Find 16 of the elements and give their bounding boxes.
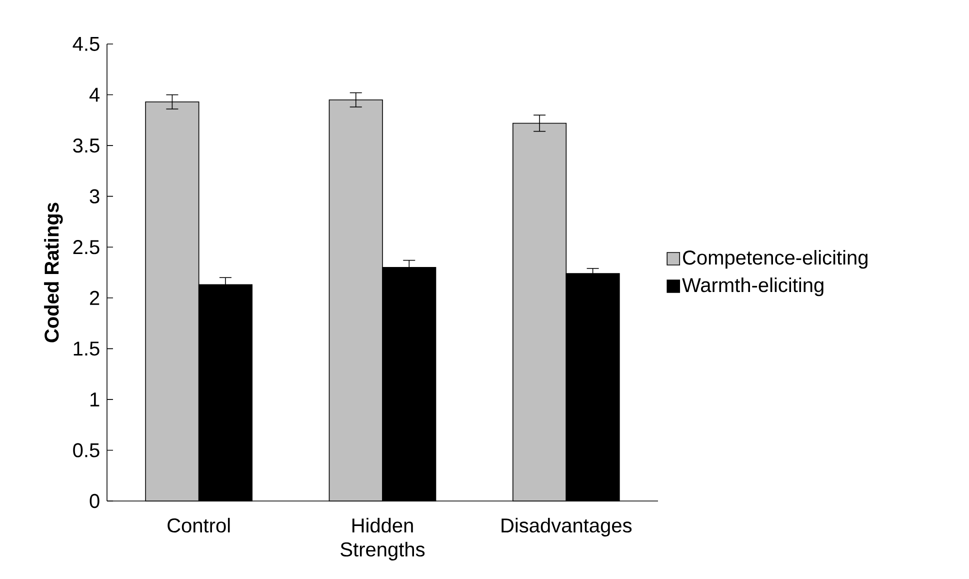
y-tick-label: 0.5 [73, 443, 100, 458]
x-tick-label: Hidden Strengths [340, 518, 425, 561]
y-tick-label: 2 [90, 290, 100, 305]
x-tick-label: Disadvantages [502, 518, 632, 537]
x-tick-label: Control [168, 518, 230, 533]
y-tick-label: 2.5 [73, 240, 100, 254]
legend-label: Competence-eliciting [683, 250, 868, 269]
y-tick-label: 1.5 [74, 342, 100, 356]
y-tick-label: 4 [89, 88, 100, 102]
legend-label: Warmth-eliciting [682, 278, 824, 296]
y-tick-label: 1 [90, 392, 100, 406]
y-tick-label: 0 [90, 494, 100, 508]
y-tick-label: 3.5 [73, 138, 100, 153]
y-tick-label: 3 [90, 189, 100, 204]
y-tick-label: 4.5 [72, 37, 100, 51]
y-axis-title: Coded Ratings [44, 202, 63, 342]
